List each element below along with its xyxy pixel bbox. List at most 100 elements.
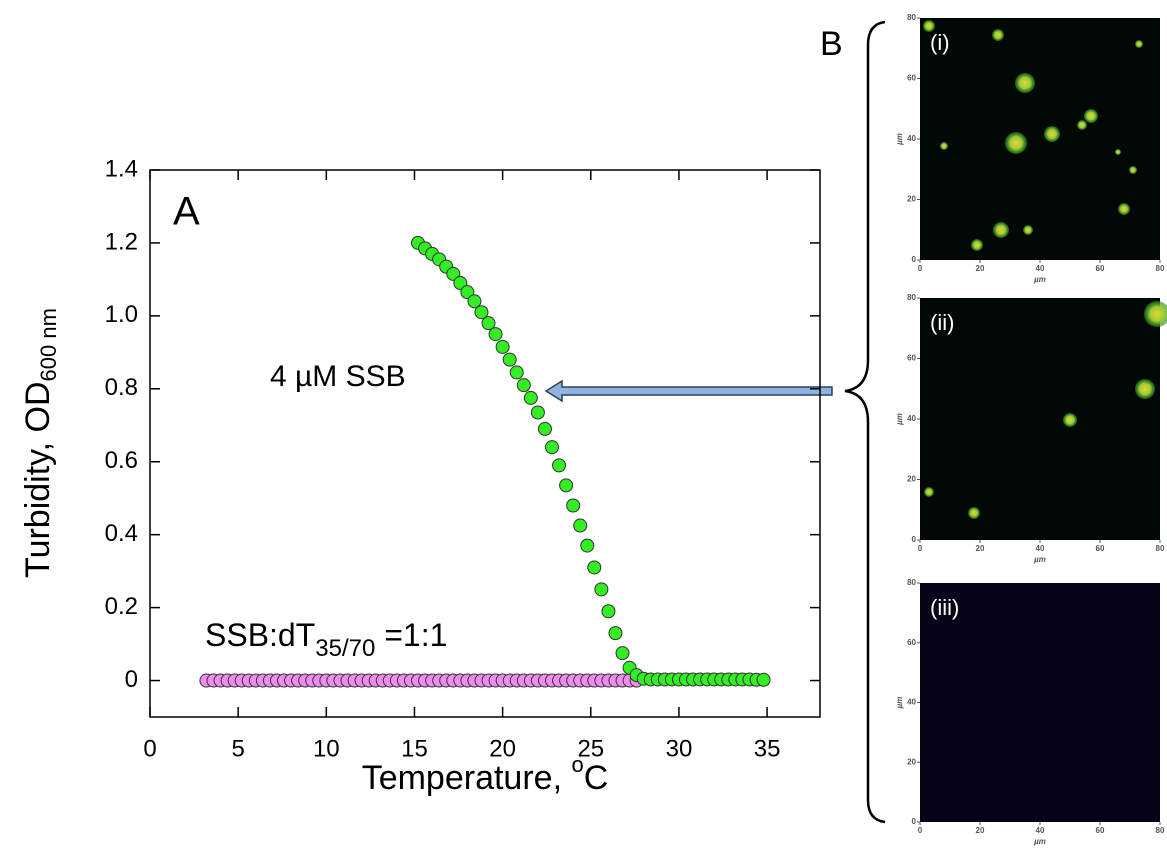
x-axis-label: Temperature, oC bbox=[362, 752, 609, 797]
y-tick-label: 0 bbox=[912, 535, 917, 544]
point bbox=[573, 518, 588, 533]
point bbox=[594, 582, 609, 597]
point bbox=[481, 316, 496, 331]
y-tick-label: 0 bbox=[125, 666, 138, 693]
point bbox=[566, 498, 581, 513]
point bbox=[488, 327, 503, 342]
x-tick-label: 20 bbox=[976, 544, 985, 553]
annotation-sub: 35/70 bbox=[315, 635, 375, 662]
plot-frame bbox=[149, 169, 821, 718]
x-tick-label: 80 bbox=[1156, 264, 1165, 273]
annotation-text: SSB:dT bbox=[205, 617, 315, 653]
series bbox=[411, 235, 771, 687]
x-tick-label: 40 bbox=[1036, 544, 1045, 553]
micrograph bbox=[920, 583, 1160, 822]
y-axis-label: µm bbox=[895, 697, 904, 710]
point bbox=[523, 390, 538, 405]
y-axis-label-sub: 600 nm bbox=[36, 308, 61, 381]
point bbox=[580, 538, 595, 553]
x-tick-label: 20 bbox=[976, 264, 985, 273]
panel-sub-label: (iii) bbox=[930, 595, 959, 620]
x-tick-label: 40 bbox=[1036, 264, 1045, 273]
x-tick-label: 60 bbox=[1096, 826, 1105, 835]
y-tick-label: 60 bbox=[907, 638, 916, 647]
x-tick-label: 40 bbox=[1036, 826, 1045, 835]
x-tick-label: 0 bbox=[918, 264, 923, 273]
y-tick-label: 40 bbox=[907, 414, 916, 423]
y-tick-label: 20 bbox=[907, 195, 916, 204]
point bbox=[537, 421, 552, 436]
y-tick-label: 60 bbox=[907, 74, 916, 83]
x-tick-label: 60 bbox=[1096, 264, 1105, 273]
y-tick-label: 80 bbox=[907, 578, 916, 587]
annotation: 4 µM SSB bbox=[270, 360, 406, 393]
y-axis-label-text: Turbidity, OD bbox=[19, 381, 57, 577]
x-tick-label: 30 bbox=[666, 735, 693, 762]
panel-label: A bbox=[173, 190, 200, 234]
y-tick-label: 80 bbox=[907, 293, 916, 302]
panel-label: B bbox=[820, 25, 843, 63]
x-tick-label: 15 bbox=[401, 735, 428, 762]
x-axis-label: µm bbox=[1033, 837, 1046, 846]
point bbox=[530, 405, 545, 420]
x-tick-label: 5 bbox=[231, 735, 244, 762]
point bbox=[552, 458, 567, 473]
x-axis-label: µm bbox=[1033, 555, 1046, 564]
x-tick-label: 20 bbox=[976, 826, 985, 835]
y-tick-label: 60 bbox=[907, 354, 916, 363]
point bbox=[509, 365, 524, 380]
y-tick-label: 1.2 bbox=[105, 228, 138, 255]
point bbox=[559, 478, 574, 493]
y-tick-label: 20 bbox=[907, 757, 916, 766]
y-tick-label: 40 bbox=[907, 698, 916, 707]
x-tick-label: 80 bbox=[1156, 544, 1165, 553]
point bbox=[502, 352, 517, 367]
y-tick-label: 0.8 bbox=[105, 374, 138, 401]
x-tick-label: 0 bbox=[918, 544, 923, 553]
y-axis-label: Turbidity, OD600 nm bbox=[19, 308, 61, 578]
point bbox=[467, 294, 482, 309]
annotation-tail: =1:1 bbox=[375, 617, 447, 653]
x-axis-label-text: Temperature, bbox=[362, 759, 572, 797]
y-tick-label: 0.2 bbox=[105, 593, 138, 620]
point bbox=[608, 626, 623, 641]
y-tick-label: 1.4 bbox=[105, 155, 138, 182]
x-tick-label: 10 bbox=[313, 735, 340, 762]
point bbox=[474, 305, 489, 320]
point bbox=[756, 672, 771, 687]
droplets bbox=[923, 20, 1167, 519]
point bbox=[516, 378, 531, 393]
y-tick-label: 0 bbox=[912, 255, 917, 264]
point bbox=[495, 339, 510, 354]
x-tick-label: 20 bbox=[489, 735, 516, 762]
y-tick-label: 40 bbox=[907, 134, 916, 143]
y-axis-label: µm bbox=[895, 413, 904, 426]
x-tick-label: 60 bbox=[1096, 544, 1105, 553]
panel-sub-label: (ii) bbox=[930, 310, 954, 335]
y-tick-label: 1.0 bbox=[105, 301, 138, 328]
micrograph bbox=[920, 298, 1160, 540]
x-axis-label-unit: C bbox=[584, 759, 609, 797]
micrograph bbox=[920, 18, 1160, 260]
x-axis-label-sup: o bbox=[571, 752, 583, 777]
arrow bbox=[544, 379, 833, 403]
series bbox=[199, 673, 644, 688]
y-tick-label: 0.6 bbox=[105, 447, 138, 474]
x-tick-label: 80 bbox=[1156, 826, 1165, 835]
point bbox=[545, 440, 559, 455]
point bbox=[601, 604, 616, 619]
x-tick-label: 0 bbox=[143, 735, 156, 762]
point bbox=[615, 646, 630, 661]
x-tick-label: 25 bbox=[577, 735, 604, 762]
annotation: SSB:dT35/70 =1:1 bbox=[205, 617, 447, 662]
y-tick-label: 0.4 bbox=[105, 520, 138, 547]
x-tick-label: 0 bbox=[918, 826, 923, 835]
y-tick-label: 20 bbox=[907, 475, 916, 484]
panel-sub-label: (i) bbox=[930, 30, 950, 55]
point bbox=[587, 560, 602, 575]
y-tick-label: 80 bbox=[907, 13, 916, 22]
y-tick-label: 0 bbox=[912, 817, 917, 826]
brace bbox=[844, 20, 886, 824]
